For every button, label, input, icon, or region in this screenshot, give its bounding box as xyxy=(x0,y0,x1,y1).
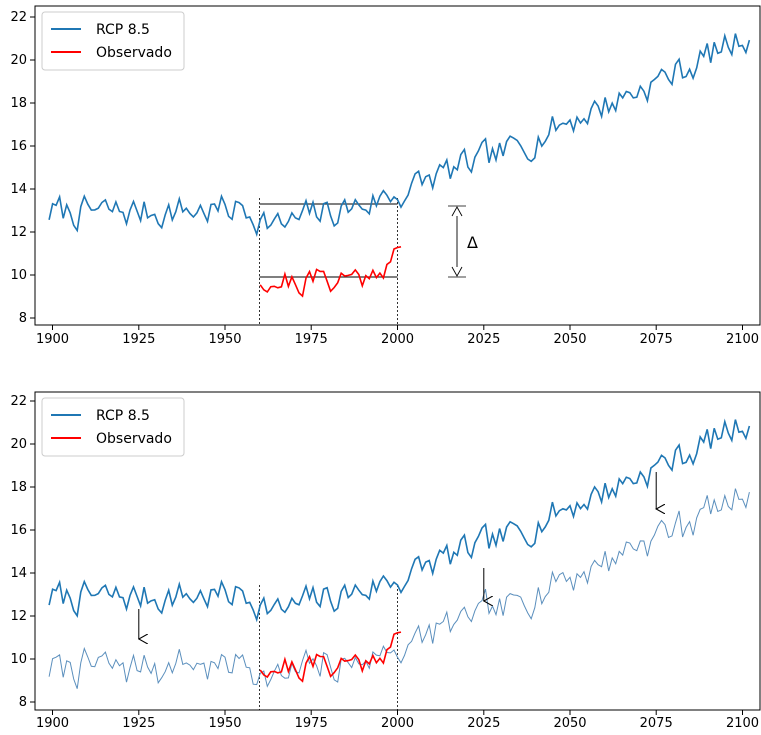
panel-2: 1900 1925 1950 1975 2000 2025 2050 2075 … xyxy=(10,391,761,731)
y-tick-label: 8 xyxy=(19,695,27,710)
legend-label-rcp85: RCP 8.5 xyxy=(96,408,150,424)
legend-label-observado: Observado xyxy=(96,45,172,61)
x-ticks: 1900 1925 1950 1975 2000 2025 2050 2075 … xyxy=(36,710,759,731)
y-tick-label: 18 xyxy=(10,480,27,495)
legend-label-rcp85: RCP 8.5 xyxy=(96,22,150,38)
series-line-observado xyxy=(259,631,402,683)
y-tick-label: 22 xyxy=(10,10,27,25)
legend-box xyxy=(41,11,185,71)
y-tick-label: 12 xyxy=(10,225,27,240)
x-tick-label: 2050 xyxy=(553,332,586,347)
x-tick-label: 1950 xyxy=(208,332,241,347)
x-tick-label: 2100 xyxy=(726,332,759,347)
x-tick-label: 1900 xyxy=(36,332,69,347)
series-line-rcp85-corrected xyxy=(48,488,750,689)
y-tick-label: 14 xyxy=(10,182,27,197)
y-tick-label: 20 xyxy=(10,437,27,452)
x-tick-label: 2000 xyxy=(381,716,414,731)
legend-label-observado: Observado xyxy=(96,431,172,447)
x-tick-label: 1975 xyxy=(295,332,328,347)
delta-arrowhead-down xyxy=(451,266,463,277)
x-tick-label: 2025 xyxy=(467,716,500,731)
delta-annotation: Δ xyxy=(448,205,478,278)
shift-arrows xyxy=(139,472,656,639)
x-tick-label: 2050 xyxy=(553,716,586,731)
y-tick-label: 20 xyxy=(10,53,27,68)
y-tick-label: 22 xyxy=(10,394,27,409)
series-line-rcp85 xyxy=(48,32,751,238)
legend: RCP 8.5 Observado xyxy=(41,11,185,71)
x-tick-label: 2000 xyxy=(381,332,414,347)
y-tick-label: 8 xyxy=(19,311,27,326)
delta-label: Δ xyxy=(467,233,478,252)
legend-box xyxy=(41,397,185,457)
series-line-observado xyxy=(259,246,402,298)
y-tick-label: 10 xyxy=(10,268,27,283)
delta-arrowhead-up xyxy=(451,206,463,217)
x-tick-label: 1975 xyxy=(295,716,328,731)
y-tick-label: 14 xyxy=(10,566,27,581)
y-tick-label: 16 xyxy=(10,139,27,154)
y-tick-label: 10 xyxy=(10,652,27,667)
x-tick-label: 1950 xyxy=(208,716,241,731)
y-ticks: 8 10 12 14 16 18 20 22 xyxy=(10,10,35,326)
legend: RCP 8.5 Observado xyxy=(41,397,185,457)
x-tick-label: 1925 xyxy=(122,716,155,731)
x-tick-label: 2075 xyxy=(640,332,673,347)
x-tick-label: 2025 xyxy=(467,332,500,347)
y-ticks: 8 10 12 14 16 18 20 22 xyxy=(10,394,35,710)
panel-1: 1900 1925 1950 1975 2000 2025 2050 2075 … xyxy=(10,5,761,347)
series-line-rcp85 xyxy=(48,418,751,623)
y-tick-label: 16 xyxy=(10,523,27,538)
y-tick-label: 12 xyxy=(10,609,27,624)
x-tick-label: 1900 xyxy=(36,716,69,731)
x-tick-label: 2100 xyxy=(726,716,759,731)
x-tick-label: 1925 xyxy=(122,332,155,347)
x-ticks: 1900 1925 1950 1975 2000 2025 2050 2075 … xyxy=(36,325,759,347)
x-tick-label: 2075 xyxy=(640,716,673,731)
y-tick-label: 18 xyxy=(10,96,27,111)
